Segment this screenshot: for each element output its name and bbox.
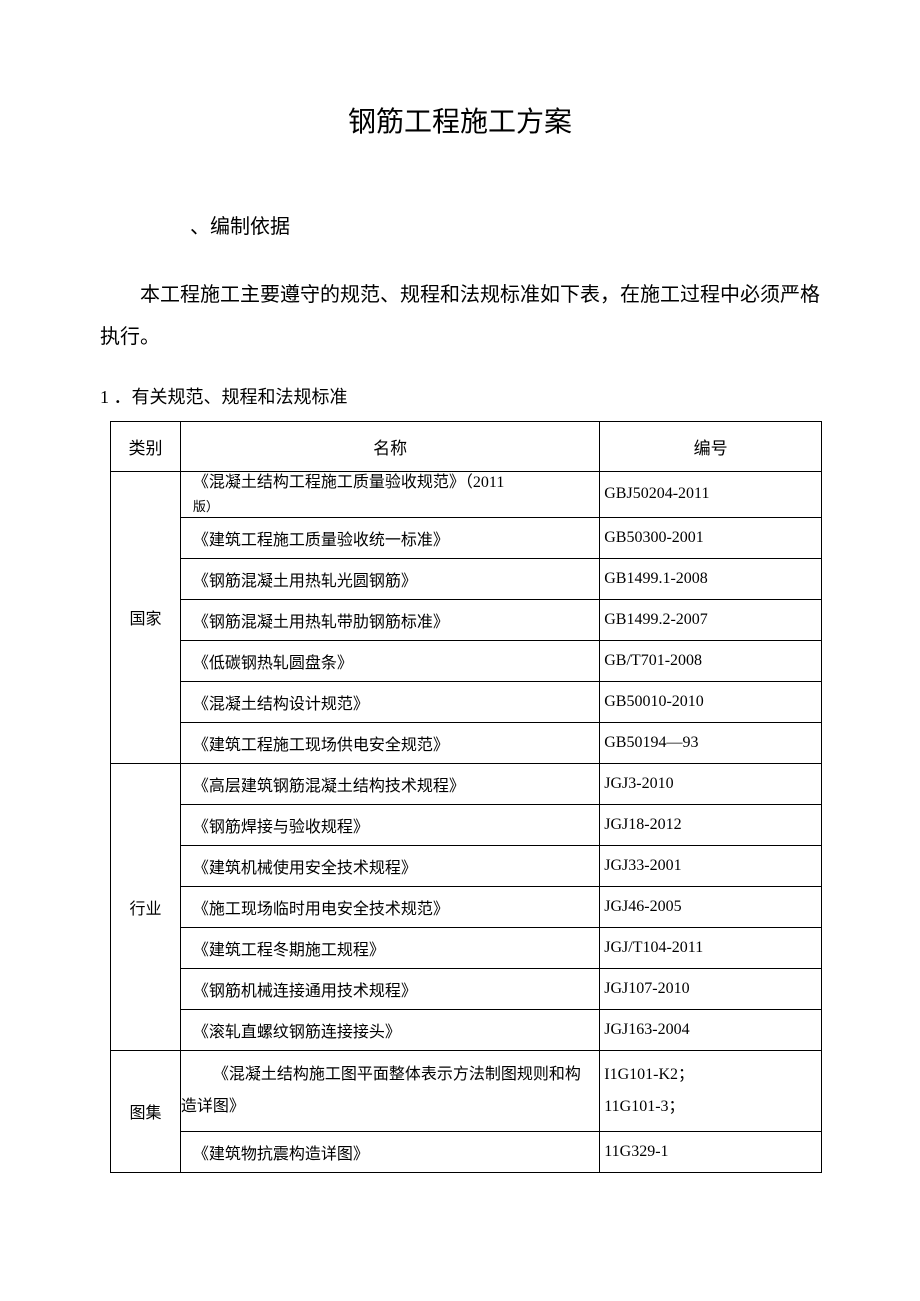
standards-table: 类别 名称 编号 国家 《混凝土结构工程施工质量验收规范》（2011 版） GB… [110,421,822,1173]
table-row: 国家 《混凝土结构工程施工质量验收规范》（2011 版） GBJ50204-20… [111,472,822,518]
name-cell: 《钢筋混凝土用热轧光圆钢筋》 [180,558,599,599]
name-cell: 《混凝土结构施工图平面整体表示方法制图规则和构造详图》 [180,1050,599,1131]
table-row: 《钢筋机械连接通用技术规程》 JGJ107-2010 [111,968,822,1009]
name-line1: 《混凝土结构工程施工质量验收规范》（2011 [193,474,504,491]
table-row: 《建筑机械使用安全技术规程》 JGJ33-2001 [111,845,822,886]
code-cell: GBJ50204-2011 [600,472,822,518]
category-cell-atlas: 图集 [111,1050,181,1172]
category-cell-industry: 行业 [111,763,181,1050]
name-cell: 《高层建筑钢筋混凝土结构技术规程》 [180,763,599,804]
code-cell: JGJ18-2012 [600,804,822,845]
code-cell: JGJ107-2010 [600,968,822,1009]
table-row: 《低碳钢热轧圆盘条》 GB/T701-2008 [111,640,822,681]
table-row: 《滚轧直螺纹钢筋连接接头》 JGJ163-2004 [111,1009,822,1050]
name-cell: 《建筑工程施工质量验收统一标准》 [180,517,599,558]
table-header-row: 类别 名称 编号 [111,422,822,472]
code-cell: GB1499.1-2008 [600,558,822,599]
name-cell: 《混凝土结构设计规范》 [180,681,599,722]
name-cell: 《钢筋混凝土用热轧带肋钢筋标准》 [180,599,599,640]
table-row: 《建筑工程施工现场供电安全规范》 GB50194—93 [111,722,822,763]
section-heading: 、编制依据 [190,210,820,239]
code-cell: GB50194—93 [600,722,822,763]
code-cell: JGJ163-2004 [600,1009,822,1050]
name-cell: 《建筑机械使用安全技术规程》 [180,845,599,886]
table-row: 图集 《混凝土结构施工图平面整体表示方法制图规则和构造详图》 I1G101-K2… [111,1050,822,1131]
header-name: 名称 [180,422,599,472]
name-cell: 《建筑工程冬期施工规程》 [180,927,599,968]
code-cell: GB50300-2001 [600,517,822,558]
table-row: 行业 《高层建筑钢筋混凝土结构技术规程》 JGJ3-2010 [111,763,822,804]
name-cell: 《建筑工程施工现场供电安全规范》 [180,722,599,763]
code-cell: GB1499.2-2007 [600,599,822,640]
code-cell: JGJ/T104-2011 [600,927,822,968]
document-title: 钢筋工程施工方案 [100,100,820,140]
name-cell: 《混凝土结构工程施工质量验收规范》（2011 版） [180,472,599,518]
code-cell: JGJ46-2005 [600,886,822,927]
name-cell: 《低碳钢热轧圆盘条》 [180,640,599,681]
name-cell: 《钢筋机械连接通用技术规程》 [180,968,599,1009]
code-line1: I1G101-K2； [604,1066,694,1083]
name-cell: 《施工现场临时用电安全技术规范》 [180,886,599,927]
table-row: 《钢筋混凝土用热轧光圆钢筋》 GB1499.1-2008 [111,558,822,599]
category-cell-national: 国家 [111,472,181,764]
name-cell: 《建筑物抗震构造详图》 [180,1131,599,1172]
header-category: 类别 [111,422,181,472]
table-row: 《建筑物抗震构造详图》 11G329-1 [111,1131,822,1172]
name-cell: 《滚轧直螺纹钢筋连接接头》 [180,1009,599,1050]
table-row: 《混凝土结构设计规范》 GB50010-2010 [111,681,822,722]
table-row: 《钢筋焊接与验收规程》 JGJ18-2012 [111,804,822,845]
header-code: 编号 [600,422,822,472]
code-cell: I1G101-K2； 11G101-3； [600,1050,822,1131]
code-cell: JGJ3-2010 [600,763,822,804]
table-row: 《建筑工程施工质量验收统一标准》 GB50300-2001 [111,517,822,558]
intro-paragraph: 本工程施工主要遵守的规范、规程和法规标准如下表，在施工过程中必须严格执行。 [100,274,820,358]
subsection-label: 1 ．有关规范、规程和法规标准 [100,383,820,409]
name-line2: 版） [193,499,219,514]
code-cell: GB/T701-2008 [600,640,822,681]
name-cell: 《钢筋焊接与验收规程》 [180,804,599,845]
code-cell: 11G329-1 [600,1131,822,1172]
table-row: 《钢筋混凝土用热轧带肋钢筋标准》 GB1499.2-2007 [111,599,822,640]
table-row: 《建筑工程冬期施工规程》 JGJ/T104-2011 [111,927,822,968]
code-cell: GB50010-2010 [600,681,822,722]
code-cell: JGJ33-2001 [600,845,822,886]
code-line2: 11G101-3； [604,1098,684,1115]
table-row: 《施工现场临时用电安全技术规范》 JGJ46-2005 [111,886,822,927]
